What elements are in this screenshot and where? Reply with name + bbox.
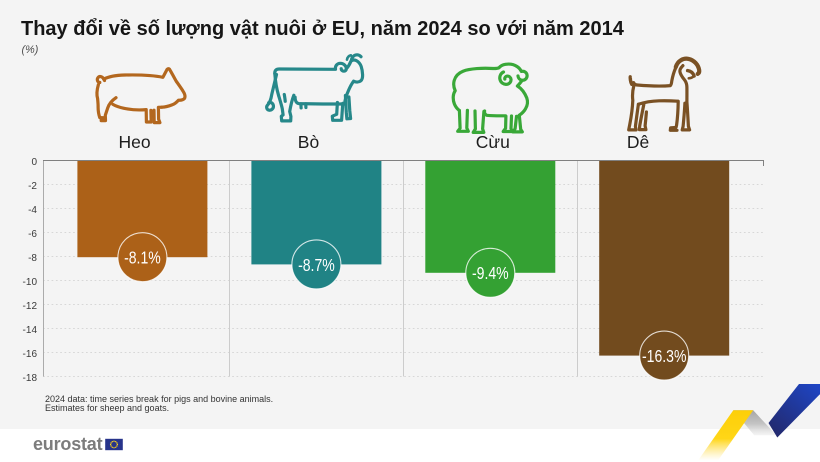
svg-text:-10: -10 bbox=[23, 277, 38, 288]
svg-text:-6: -6 bbox=[28, 229, 37, 240]
svg-text:-14: -14 bbox=[23, 325, 38, 336]
svg-text:-9.4%: -9.4% bbox=[472, 264, 509, 284]
svg-text:-4: -4 bbox=[28, 205, 37, 216]
svg-text:-2: -2 bbox=[28, 181, 37, 192]
svg-text:-8.7%: -8.7% bbox=[298, 255, 335, 275]
svg-text:-8.1%: -8.1% bbox=[124, 248, 161, 268]
svg-text:0: 0 bbox=[31, 157, 37, 168]
svg-text:-16: -16 bbox=[23, 349, 38, 360]
svg-text:-18: -18 bbox=[23, 373, 38, 384]
svg-text:-12: -12 bbox=[23, 301, 38, 312]
svg-text:-8: -8 bbox=[28, 253, 37, 264]
svg-text:-16.3%: -16.3% bbox=[642, 346, 686, 366]
